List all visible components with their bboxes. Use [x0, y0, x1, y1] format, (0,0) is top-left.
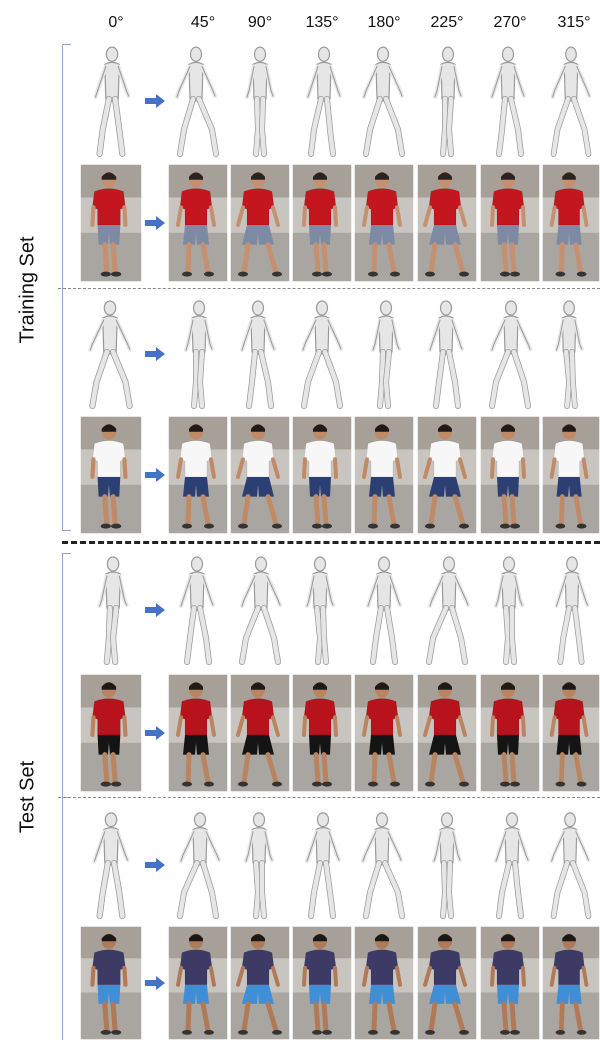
- mesh-render: [292, 294, 352, 414]
- person-photo: [230, 164, 290, 282]
- angle-label-45: 45°: [190, 14, 216, 31]
- person-photo: [480, 674, 540, 792]
- person-photo: [230, 416, 290, 534]
- person-photo: [417, 926, 477, 1040]
- person-photo: [417, 416, 477, 534]
- person-photo: [542, 926, 600, 1040]
- mesh-render: [168, 40, 228, 162]
- mesh-render: [542, 40, 600, 162]
- person-photo: [80, 164, 142, 282]
- person-photo: [292, 416, 352, 534]
- angle-label-270: 270°: [493, 14, 527, 31]
- person-photo: [354, 164, 414, 282]
- mesh-render: [354, 806, 414, 924]
- mesh-render: [230, 550, 290, 670]
- person-photo: [80, 926, 142, 1040]
- mesh-render: [480, 806, 540, 924]
- mesh-render: [542, 550, 600, 670]
- mesh-render: [80, 550, 142, 670]
- mesh-render: [168, 294, 228, 414]
- arrow-right-icon: [145, 216, 165, 230]
- mesh-render: [480, 40, 540, 162]
- person-photo: [354, 926, 414, 1040]
- arrow-right-icon: [145, 347, 165, 361]
- training-set-label: Training Set: [16, 236, 39, 344]
- person-photo: [480, 416, 540, 534]
- person-photo: [542, 674, 600, 792]
- mesh-render: [230, 40, 290, 162]
- arrow-right-icon: [145, 94, 165, 108]
- mesh-render: [417, 550, 477, 670]
- person-photo: [292, 164, 352, 282]
- mesh-render: [417, 40, 477, 162]
- angle-label-135: 135°: [305, 14, 339, 31]
- arrow-right-icon: [145, 726, 165, 740]
- person-photo: [80, 416, 142, 534]
- person-photo: [80, 674, 142, 792]
- mesh-render: [168, 806, 228, 924]
- mesh-render: [292, 550, 352, 670]
- arrow-right-icon: [145, 468, 165, 482]
- training-set-bracket: [62, 44, 71, 531]
- person-photo: [168, 674, 228, 792]
- subject-divider: [58, 797, 600, 798]
- mesh-render: [292, 806, 352, 924]
- mesh-render: [417, 294, 477, 414]
- person-photo: [168, 926, 228, 1040]
- arrow-right-icon: [145, 976, 165, 990]
- person-photo: [417, 674, 477, 792]
- angle-label-180: 180°: [367, 14, 401, 31]
- mesh-render: [80, 40, 142, 162]
- person-photo: [480, 164, 540, 282]
- angle-label-90: 90°: [247, 14, 273, 31]
- person-photo: [292, 926, 352, 1040]
- mesh-render: [542, 294, 600, 414]
- person-photo: [480, 926, 540, 1040]
- angle-label-225: 225°: [430, 14, 464, 31]
- mesh-render: [417, 806, 477, 924]
- arrow-right-icon: [145, 858, 165, 872]
- person-photo: [354, 674, 414, 792]
- test-set-label: Test Set: [16, 760, 39, 834]
- mesh-render: [354, 550, 414, 670]
- person-photo: [230, 926, 290, 1040]
- mesh-render: [354, 40, 414, 162]
- mesh-render: [292, 40, 352, 162]
- person-photo: [168, 416, 228, 534]
- person-photo: [542, 416, 600, 534]
- mesh-render: [230, 294, 290, 414]
- person-photo: [292, 674, 352, 792]
- person-photo: [230, 674, 290, 792]
- subject-divider: [58, 288, 600, 289]
- mesh-render: [168, 550, 228, 670]
- mesh-render: [480, 550, 540, 670]
- mesh-render: [354, 294, 414, 414]
- angle-label-315: 315°: [557, 14, 591, 31]
- person-photo: [354, 416, 414, 534]
- mesh-render: [542, 806, 600, 924]
- person-photo: [417, 164, 477, 282]
- person-photo: [168, 164, 228, 282]
- mesh-render: [80, 294, 142, 414]
- person-photo: [542, 164, 600, 282]
- mesh-render: [230, 806, 290, 924]
- arrow-right-icon: [145, 603, 165, 617]
- angle-label-0: 0°: [108, 14, 124, 31]
- set-divider: [62, 541, 600, 544]
- mesh-render: [80, 806, 142, 924]
- mesh-render: [480, 294, 540, 414]
